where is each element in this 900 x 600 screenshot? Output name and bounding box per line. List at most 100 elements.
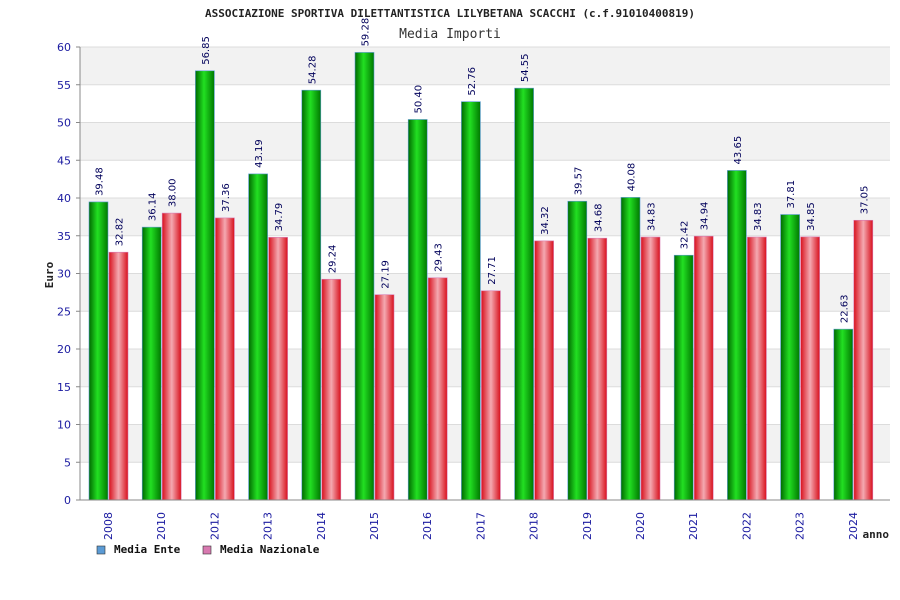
data-label: 29.24: [327, 245, 338, 274]
data-label: 43.19: [254, 139, 265, 168]
y-tick-label: 30: [57, 268, 71, 281]
bar-media-ente: [141, 226, 162, 501]
x-tick-label: 2012: [208, 512, 221, 540]
data-label: 27.19: [381, 260, 392, 289]
bar-media-ente: [301, 89, 322, 501]
bar-media-nazionale: [161, 212, 182, 501]
y-tick-label: 25: [57, 305, 71, 318]
x-axis-ticks: 2008 2010 2012 2013 2014 2015 2016 2017 2018 2019…: [102, 512, 860, 540]
data-label: 32.42: [680, 221, 691, 250]
x-tick-label: 2010: [155, 512, 168, 540]
bar-media-ente: [620, 197, 641, 501]
data-label: 54.55: [520, 54, 531, 83]
x-tick-label: 2008: [102, 512, 115, 540]
data-labels: 39.48 32.82 36.14 38.00 56.85 37.36 43.19 34.79…: [95, 18, 871, 323]
bar-media-ente: [727, 170, 747, 501]
bar-media-nazionale: [587, 237, 608, 501]
bar-media-nazionale: [268, 237, 288, 501]
legend-label-media-nazionale: Media Nazionale: [220, 543, 320, 556]
x-tick-label: 2018: [528, 512, 541, 540]
data-label: 59.28: [361, 18, 372, 47]
y-axis-ticks: 0 5 10 15 20 25 30 35 40 45 50 55 60: [57, 41, 80, 507]
data-label: 40.08: [627, 163, 638, 192]
bar-media-ente: [248, 173, 268, 501]
data-label: 39.57: [573, 167, 584, 196]
y-tick-label: 20: [57, 343, 71, 356]
bar-media-ente: [567, 200, 588, 501]
data-label: 56.85: [201, 36, 212, 65]
data-label: 34.79: [274, 203, 285, 232]
y-tick-label: 40: [57, 192, 71, 205]
legend: Media Ente Media Nazionale: [96, 543, 320, 556]
legend-swatch-media-nazionale: [202, 545, 212, 555]
bar-media-ente: [514, 87, 534, 501]
data-label: 34.94: [700, 202, 711, 231]
grid-band: [80, 47, 890, 85]
bar-media-nazionale: [481, 290, 501, 501]
x-tick-label: 2016: [421, 512, 434, 540]
data-label: 52.76: [467, 67, 478, 96]
x-tick-label: 2013: [262, 512, 275, 540]
x-tick-label: 2015: [368, 512, 381, 540]
y-tick-label: 45: [57, 154, 71, 167]
bar-media-ente: [673, 254, 694, 501]
x-tick-label: 2023: [794, 512, 807, 540]
bar-media-nazionale: [693, 235, 714, 501]
grid-band: [80, 198, 890, 236]
y-tick-label: 50: [57, 117, 71, 130]
data-label: 36.14: [148, 193, 159, 222]
bar-media-nazionale: [215, 217, 235, 501]
bar-media-ente: [461, 101, 481, 501]
data-label: 50.40: [414, 85, 425, 114]
data-label: 34.83: [647, 202, 658, 231]
y-tick-label: 60: [57, 41, 71, 54]
data-label: 38.00: [168, 178, 179, 207]
bar-media-nazionale: [800, 236, 820, 501]
y-tick-label: 15: [57, 381, 71, 394]
grid-band: [80, 160, 890, 198]
y-tick-label: 5: [64, 456, 71, 469]
chart-subtitle: Media Importi: [399, 27, 501, 42]
bar-media-ente: [407, 119, 428, 501]
y-tick-label: 35: [57, 230, 71, 243]
data-label: 37.81: [786, 180, 797, 209]
bar-media-ente: [833, 328, 854, 501]
bars: [88, 52, 874, 501]
x-tick-label: 2021: [687, 512, 700, 540]
legend-label-media-ente: Media Ente: [114, 543, 181, 556]
data-label: 37.36: [221, 183, 232, 212]
data-label: 32.82: [115, 218, 126, 247]
data-label: 29.43: [434, 243, 445, 272]
data-label: 22.63: [839, 295, 850, 324]
data-label: 39.48: [95, 167, 106, 196]
bar-media-ente: [780, 214, 800, 501]
data-label: 34.83: [753, 202, 764, 231]
data-label: 34.32: [540, 206, 551, 235]
bar-media-nazionale: [534, 240, 554, 501]
y-tick-label: 0: [64, 494, 71, 507]
data-label: 34.85: [806, 202, 817, 231]
data-label: 43.65: [733, 136, 744, 165]
bar-media-ente: [354, 52, 375, 501]
bar-media-nazionale: [108, 251, 129, 501]
data-label: 34.68: [593, 204, 604, 233]
x-tick-label: 2017: [474, 512, 487, 540]
y-tick-label: 55: [57, 79, 71, 92]
data-label: 37.05: [859, 186, 870, 215]
bar-media-nazionale: [321, 278, 342, 501]
grid-band: [80, 84, 890, 123]
bar-media-nazionale: [853, 219, 874, 501]
y-tick-label: 10: [57, 419, 71, 432]
x-tick-label: 2020: [634, 512, 647, 540]
data-label: 54.28: [307, 56, 318, 85]
grid-band: [80, 122, 890, 161]
bar-media-nazionale: [747, 236, 767, 501]
chart-title: ASSOCIAZIONE SPORTIVA DILETTANTISTICA LI…: [205, 7, 695, 20]
x-tick-label: 2024: [847, 512, 860, 540]
data-label: 27.71: [487, 256, 498, 285]
y-axis-label: Euro: [43, 261, 56, 288]
bar-media-ente: [195, 70, 215, 501]
x-axis-label: anno: [863, 528, 890, 541]
bar-media-nazionale: [640, 236, 661, 501]
